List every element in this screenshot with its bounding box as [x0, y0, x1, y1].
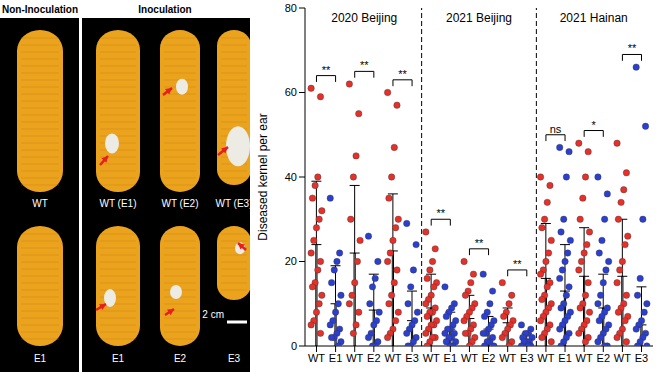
svg-text:**: ** [475, 237, 484, 249]
svg-text:E3: E3 [405, 352, 418, 364]
svg-text:E3: E3 [520, 352, 533, 364]
svg-text:E3: E3 [228, 353, 241, 364]
svg-text:40: 40 [285, 171, 297, 183]
svg-text:**: ** [322, 64, 331, 76]
svg-text:**: ** [513, 258, 522, 270]
svg-text:WT: WT [32, 198, 48, 209]
svg-text:*: * [592, 119, 597, 131]
svg-text:WT (E1): WT (E1) [99, 198, 136, 209]
svg-text:E2: E2 [367, 352, 380, 364]
svg-text:E3: E3 [635, 352, 648, 364]
svg-text:80: 80 [285, 2, 297, 14]
svg-text:2020 Beijing: 2020 Beijing [331, 11, 397, 25]
svg-text:E1: E1 [558, 352, 571, 364]
svg-text:E1: E1 [34, 353, 47, 364]
svg-text:2021 Hainan: 2021 Hainan [560, 11, 628, 25]
svg-text:**: ** [436, 207, 445, 219]
svg-text:E1: E1 [329, 352, 342, 364]
svg-text:WT: WT [423, 352, 440, 364]
svg-text:**: ** [398, 68, 407, 80]
svg-text:0: 0 [291, 340, 297, 352]
svg-text:Non-Inoculation: Non-Inoculation [8, 4, 78, 15]
svg-text:E2: E2 [597, 352, 610, 364]
svg-text:**: ** [628, 42, 637, 54]
svg-text:WT: WT [614, 352, 631, 364]
svg-text:**: ** [360, 59, 369, 71]
svg-text:WT: WT [499, 352, 516, 364]
svg-text:20: 20 [285, 255, 297, 267]
svg-text:E2: E2 [174, 353, 187, 364]
svg-text:WT: WT [384, 352, 401, 364]
svg-text:Diseased kernel per ear: Diseased kernel per ear [256, 113, 270, 240]
svg-text:WT: WT [576, 352, 593, 364]
svg-text:WT: WT [461, 352, 478, 364]
svg-text:WT (E3): WT (E3) [215, 198, 250, 209]
svg-text:Inoculation: Inoculation [138, 4, 191, 15]
svg-text:E1: E1 [444, 352, 457, 364]
svg-text:E2: E2 [482, 352, 495, 364]
svg-text:60: 60 [285, 86, 297, 98]
svg-text:2021 Beijing: 2021 Beijing [446, 11, 512, 25]
svg-text:2 cm: 2 cm [202, 309, 224, 320]
svg-text:E1: E1 [112, 353, 125, 364]
svg-text:WT: WT [537, 352, 554, 364]
svg-text:WT (E2): WT (E2) [161, 198, 198, 209]
svg-text:WT: WT [346, 352, 363, 364]
svg-text:WT: WT [308, 352, 325, 364]
svg-text:ns: ns [550, 123, 562, 135]
